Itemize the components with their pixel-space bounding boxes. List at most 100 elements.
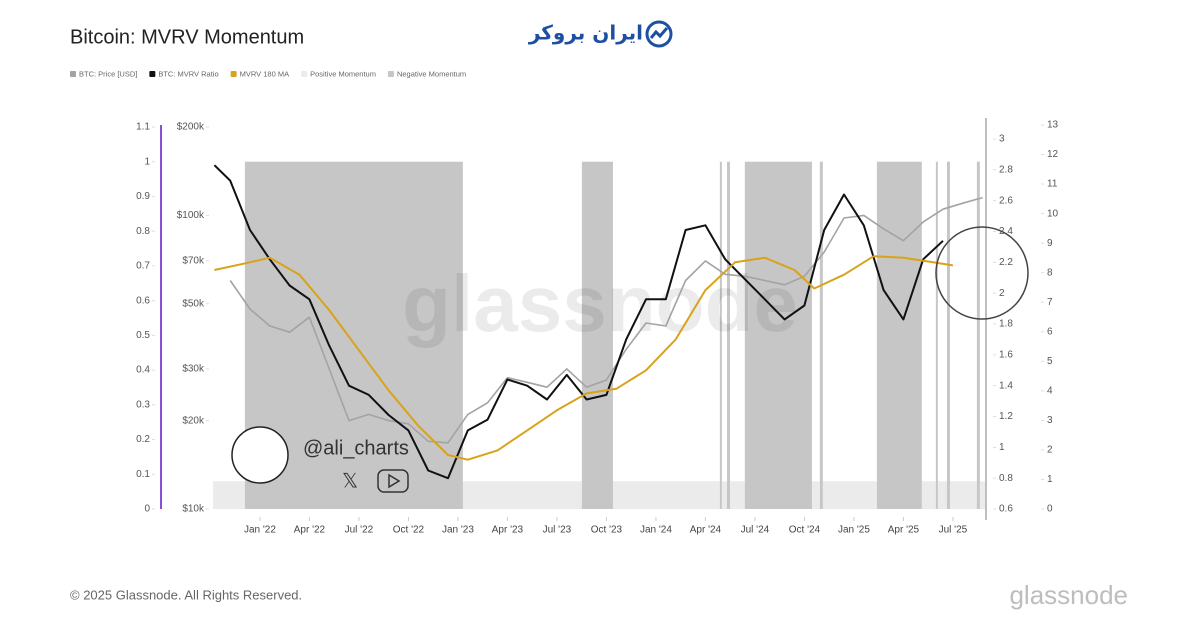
y-tick-label: 1.4	[999, 380, 1013, 391]
y-tick-label: 7	[1047, 297, 1053, 308]
y-tick-label: 6	[1047, 326, 1053, 337]
magnifier	[935, 226, 1029, 320]
momentum-band	[946, 161, 950, 509]
y-tick-label: 9	[1047, 238, 1053, 249]
y-tick-label: 1.1	[136, 122, 150, 133]
youtube-play	[388, 473, 401, 489]
y-tick-label: 2.4	[999, 226, 1013, 237]
momentum-band	[822, 481, 877, 509]
brand: glassnode	[1009, 580, 1128, 610]
author: @ali_charts 𝕏	[231, 426, 409, 493]
momentum-band	[876, 161, 922, 509]
x-tick-label: Jul '25	[939, 525, 968, 536]
y-tick-label: 0	[144, 504, 150, 515]
momentum-band	[744, 161, 812, 509]
momentum-band	[819, 161, 823, 509]
y-tick-label: 0.9	[136, 191, 150, 202]
y-tick-label: 0.1	[136, 469, 150, 480]
logo-icon	[645, 20, 673, 48]
y-tick-label: 0	[1047, 504, 1053, 515]
x-tick-label: Oct '24	[789, 525, 821, 536]
legend-label: MVRV 180 MA	[240, 69, 289, 78]
y-tick-label: 1	[999, 442, 1005, 453]
plot: glassnode 0 0.1 0.2 0.3 0.4 0.5 0.6 0.7 0.8 0.9 1 1.…	[136, 120, 1058, 536]
footer: © 2025 Glassnode. All Rights Reserved.	[70, 587, 302, 602]
y-tick-label: 1.6	[999, 349, 1013, 360]
x-tick-label: Apr '25	[888, 525, 920, 536]
y-tick-label: 1	[1047, 474, 1053, 485]
y-tick-label: 3	[999, 134, 1005, 145]
legend-swatch	[387, 71, 394, 77]
x-tick-label: Jan '25	[838, 525, 870, 536]
y-tick-label: 0.5	[136, 330, 150, 341]
youtube-icon	[377, 469, 409, 493]
legend-label: BTC: Price [USD]	[79, 69, 137, 78]
legend-swatch	[149, 71, 156, 77]
y-tick-label: 1.2	[999, 411, 1013, 422]
avatar	[231, 426, 289, 484]
y-tick-label: $50k	[182, 298, 205, 309]
logo: ایران بروکر	[528, 20, 673, 48]
x-tick-label: Jul '23	[543, 525, 572, 536]
x-tick-label: Jan '24	[640, 525, 672, 536]
y-tick-label: 0.4	[136, 365, 150, 376]
momentum-band	[612, 481, 720, 509]
y-tick-label: 12	[1047, 149, 1059, 160]
legend-swatch	[70, 71, 76, 77]
x-tick-label: Oct '23	[591, 525, 623, 536]
chart-title: Bitcoin: MVRV Momentum	[70, 26, 304, 48]
y-tick-label: 5	[1047, 356, 1053, 367]
y-tick-label: 0.8	[999, 473, 1013, 484]
legend-label: BTC: MVRV Ratio	[158, 69, 218, 78]
legend-swatch	[230, 71, 237, 77]
x-icon: 𝕏	[342, 470, 358, 492]
momentum-band	[811, 481, 820, 509]
logo-text: ایران بروکر	[528, 21, 643, 45]
x-tick-label: Jul '22	[345, 525, 374, 536]
watermark: glassnode	[402, 259, 798, 348]
y-tick-label: $30k	[182, 364, 205, 375]
momentum-band	[729, 481, 745, 509]
momentum-band	[213, 481, 245, 509]
x-tick-label: Apr '24	[690, 525, 722, 536]
y-tick-label: 2.2	[999, 257, 1013, 268]
series-line	[213, 164, 944, 480]
momentum-band	[721, 481, 728, 509]
y-tick-label: 2.6	[999, 195, 1013, 206]
y-tick-label: 0.6	[136, 295, 150, 306]
y-tick-label: 1	[144, 156, 150, 167]
x-tick-label: Apr '23	[492, 525, 524, 536]
momentum-band	[949, 481, 977, 509]
x-tick-label: Jul '24	[741, 525, 770, 536]
y-tick-label: $70k	[182, 256, 205, 267]
momentum-band	[462, 481, 582, 509]
y-tick-label: 4	[1047, 385, 1053, 396]
y-tick-label: $20k	[182, 415, 205, 426]
y-tick-label: 10	[1047, 208, 1059, 219]
handle: @ali_charts	[303, 437, 409, 459]
x-tick-label: Apr '22	[294, 525, 326, 536]
y-tick-label: 0.2	[136, 434, 150, 445]
x-tick-label: Jan '23	[442, 525, 474, 536]
y-tick-label: 8	[1047, 267, 1053, 278]
momentum-band	[979, 481, 985, 509]
y-tick-label: $10k	[182, 504, 205, 515]
y-tick-label: $100k	[177, 210, 205, 221]
y-tick-label: $200k	[177, 122, 205, 133]
y-tick-label: 2.8	[999, 164, 1013, 175]
legend: BTC: Price [USD] BTC: MVRV Ratio MVRV 180 …	[70, 69, 466, 78]
momentum-band	[937, 481, 947, 509]
legend-label: Positive Momentum	[310, 69, 376, 78]
y-tick-label: 2	[999, 288, 1005, 299]
momentum-band	[935, 161, 938, 509]
legend-swatch	[301, 71, 308, 77]
x-tick-label: Jan '22	[244, 525, 276, 536]
y-tick-label: 0.3	[136, 399, 150, 410]
y-tick-label: 13	[1047, 120, 1059, 131]
momentum-band	[719, 161, 722, 509]
y-tick-label: 3	[1047, 415, 1053, 426]
y-tick-label: 0.6	[999, 504, 1013, 515]
y-tick-label: 0.8	[136, 226, 150, 237]
momentum-band	[921, 481, 936, 509]
